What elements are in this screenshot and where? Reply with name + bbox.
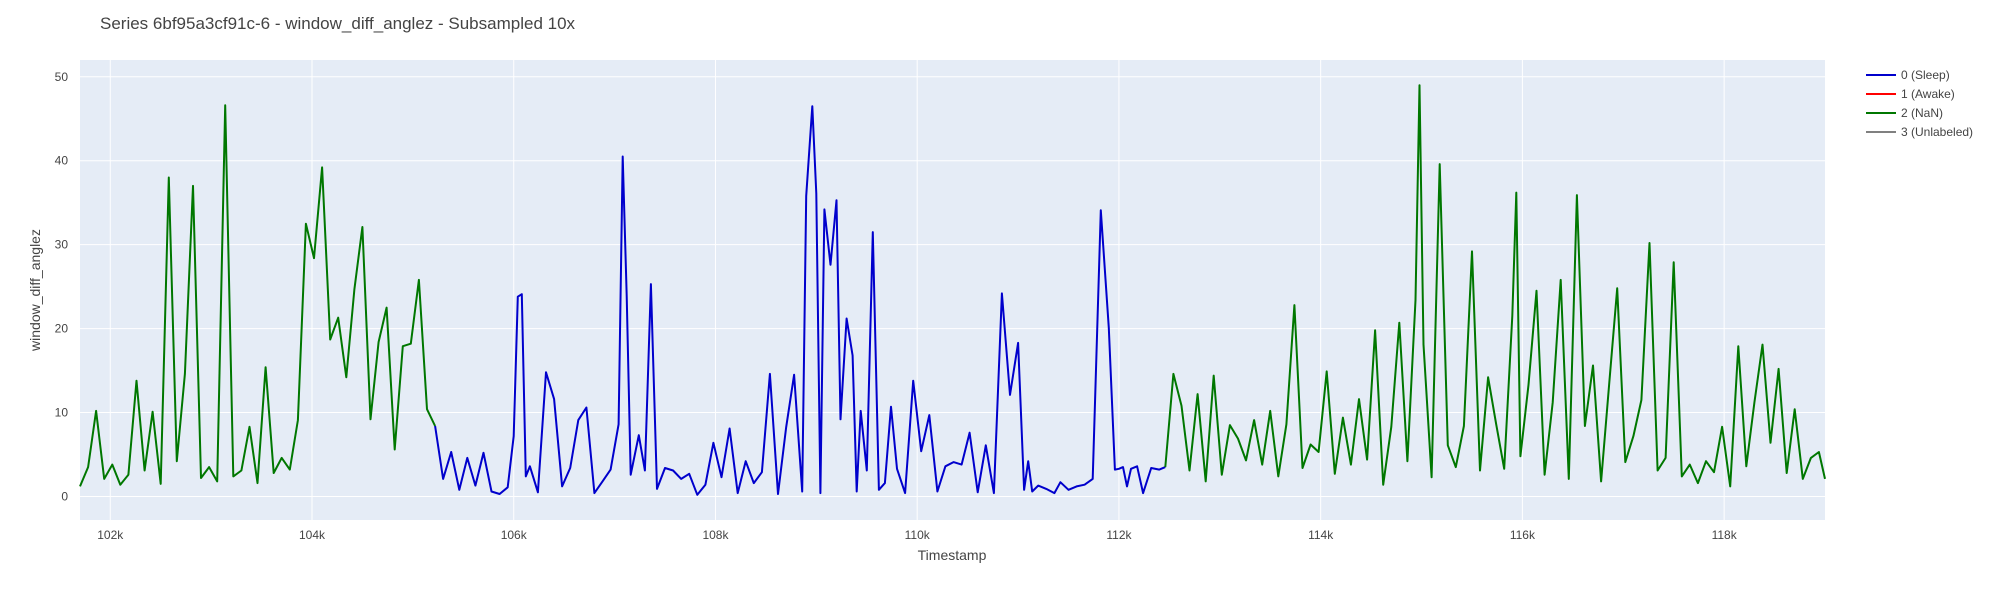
plot-area bbox=[80, 60, 1825, 520]
chart-title: Series 6bf95a3cf91c-6 - window_diff_angl… bbox=[100, 14, 576, 33]
tick-labels: 0 10 20 30 40 50 102k 104k 106k 108k 110k 112k 114k 1… bbox=[55, 70, 1738, 542]
x-axis-title: Timestamp bbox=[918, 547, 987, 563]
x-tick-label: 116k bbox=[1510, 528, 1536, 542]
x-tick-label: 112k bbox=[1106, 528, 1132, 542]
series-line bbox=[79, 104, 437, 487]
legend-label: 1 (Awake) bbox=[1901, 87, 1955, 101]
x-tick-label: 110k bbox=[905, 528, 931, 542]
legend-label: 3 (Unlabeled) bbox=[1901, 125, 1973, 139]
x-tick-label: 108k bbox=[702, 528, 729, 542]
legend[interactable]: 0 (Sleep) 1 (Awake) 2 (NaN) 3 (Unlabeled) bbox=[1866, 68, 1973, 139]
legend-item[interactable]: 3 (Unlabeled) bbox=[1866, 125, 1973, 139]
y-axis-title: window_diff_anglez bbox=[27, 229, 43, 352]
legend-label: 0 (Sleep) bbox=[1901, 68, 1950, 82]
series-line bbox=[434, 105, 1166, 496]
x-tick-label: 106k bbox=[501, 528, 528, 542]
y-tick-label: 20 bbox=[55, 322, 69, 336]
legend-item[interactable]: 0 (Sleep) bbox=[1866, 68, 1950, 82]
x-tick-label: 102k bbox=[97, 528, 124, 542]
legend-item[interactable]: 2 (NaN) bbox=[1866, 106, 1943, 120]
legend-item[interactable]: 1 (Awake) bbox=[1866, 87, 1955, 101]
y-tick-label: 40 bbox=[55, 154, 69, 168]
y-tick-label: 30 bbox=[55, 238, 69, 252]
x-tick-label: 104k bbox=[299, 528, 326, 542]
x-tick-label: 118k bbox=[1712, 528, 1738, 542]
series-line bbox=[1164, 84, 1826, 488]
y-tick-label: 50 bbox=[55, 70, 69, 84]
legend-label: 2 (NaN) bbox=[1901, 106, 1943, 120]
series-layer bbox=[79, 84, 1826, 496]
y-tick-label: 10 bbox=[55, 406, 69, 420]
y-tick-label: 0 bbox=[61, 489, 68, 503]
x-tick-label: 114k bbox=[1308, 528, 1334, 542]
